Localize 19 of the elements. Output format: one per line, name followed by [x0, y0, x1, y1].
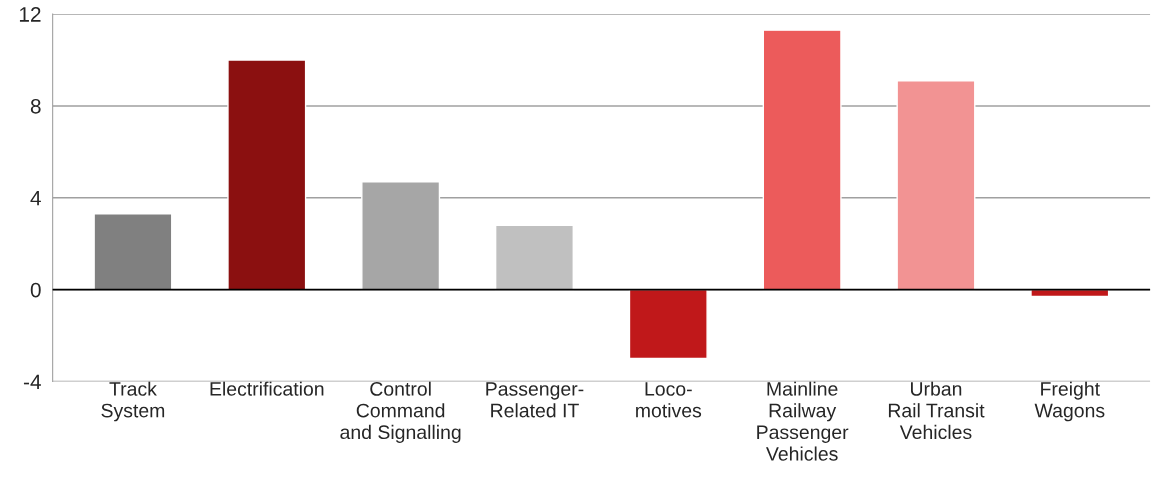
bar [762, 29, 842, 291]
x-tick-label: Urban Rail Transit Vehicles [888, 381, 985, 440]
x-tick-label: Electrification [210, 381, 324, 396]
bar [628, 288, 708, 360]
y-tick-label: 12 [19, 7, 41, 22]
y-tick-label: 4 [30, 191, 41, 206]
x-tick-label: Loco- motives [636, 382, 702, 418]
x-tick-label: Freight Wagons [1034, 381, 1105, 422]
x-tick-label: Passenger- Related IT [486, 382, 584, 418]
y-tick-label: 0 [30, 282, 41, 298]
bar [494, 224, 574, 291]
x-tick-label: Mainline Railway Passenger Vehicles [757, 381, 849, 461]
x-tick-label: Track System [101, 381, 165, 422]
y-tick-label: -4 [23, 374, 41, 390]
x-tick-label: Control Command and Signalling [340, 381, 461, 443]
y-tick-label: 8 [30, 98, 41, 114]
bar [93, 213, 173, 291]
bar [896, 79, 976, 291]
bar [227, 59, 307, 291]
